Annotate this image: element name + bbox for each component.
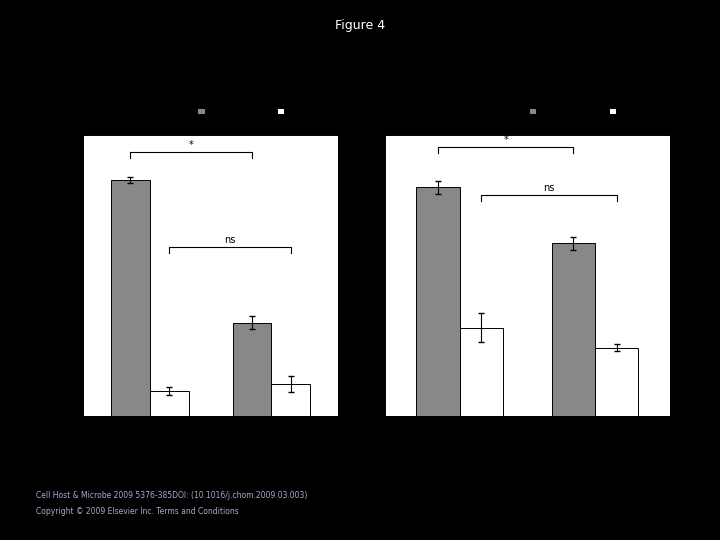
Bar [459,328,503,416]
Bar [271,384,310,416]
Y-axis label: % Specific killing: % Specific killing [49,237,58,314]
Text: ns: ns [225,235,235,246]
Bar [552,244,595,416]
Text: A: A [37,118,48,133]
Legend: Control mAb, Anti-NKG2D: Control mAb, Anti-NKG2D [527,105,671,118]
Bar [150,391,189,416]
Bar [595,348,639,416]
Text: Figure 4: Figure 4 [335,19,385,32]
Y-axis label: % Specific killing: % Specific killing [351,237,361,314]
Text: ns: ns [544,183,554,193]
Text: Cell Host & Microbe 2009 5376-385DOI: (10.1016/j.chom.2009.03.003): Cell Host & Microbe 2009 5376-385DOI: (1… [36,490,307,500]
Bar [111,180,150,416]
Text: B: B [334,118,346,133]
Text: Copyright © 2009 Elsevier Inc. Terms and Conditions: Copyright © 2009 Elsevier Inc. Terms and… [36,507,239,516]
Bar [233,322,271,416]
Legend: Control mAb, Anti-NKG2D: Control mAb, Anti-NKG2D [195,105,339,118]
Bar [416,187,459,416]
Text: *: * [189,140,194,150]
Text: *: * [503,135,508,145]
